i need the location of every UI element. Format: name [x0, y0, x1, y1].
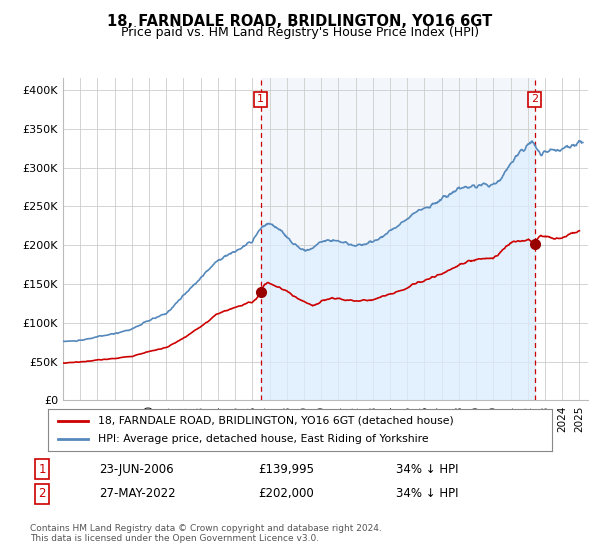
Text: 2: 2 [38, 487, 46, 501]
Text: 1: 1 [257, 94, 264, 104]
Text: £139,995: £139,995 [258, 463, 314, 476]
Text: 1: 1 [38, 463, 46, 476]
Text: 18, FARNDALE ROAD, BRIDLINGTON, YO16 6GT: 18, FARNDALE ROAD, BRIDLINGTON, YO16 6GT [107, 14, 493, 29]
Text: Contains HM Land Registry data © Crown copyright and database right 2024.
This d: Contains HM Land Registry data © Crown c… [30, 524, 382, 543]
Text: 27-MAY-2022: 27-MAY-2022 [99, 487, 176, 501]
Text: 18, FARNDALE ROAD, BRIDLINGTON, YO16 6GT (detached house): 18, FARNDALE ROAD, BRIDLINGTON, YO16 6GT… [98, 416, 454, 426]
Text: 2: 2 [531, 94, 538, 104]
Text: Price paid vs. HM Land Registry's House Price Index (HPI): Price paid vs. HM Land Registry's House … [121, 26, 479, 39]
Text: 23-JUN-2006: 23-JUN-2006 [99, 463, 173, 476]
Text: 34% ↓ HPI: 34% ↓ HPI [396, 487, 458, 501]
Text: HPI: Average price, detached house, East Riding of Yorkshire: HPI: Average price, detached house, East… [98, 434, 429, 444]
Text: £202,000: £202,000 [258, 487, 314, 501]
Text: 34% ↓ HPI: 34% ↓ HPI [396, 463, 458, 476]
